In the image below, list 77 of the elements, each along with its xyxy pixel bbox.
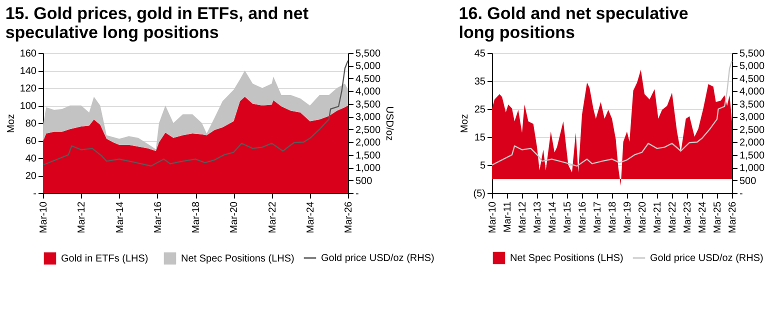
x-tick-label: Mar-22 xyxy=(668,201,678,234)
x-tick-label: Mar-20 xyxy=(229,201,240,234)
x-tick-label: Mar-21 xyxy=(652,201,664,234)
y2-tick-label: 5,500 xyxy=(740,48,765,60)
x-tick-label: Mar-24 xyxy=(698,201,709,234)
y-tick-label: 5 xyxy=(480,160,486,172)
y2-tick-label: - xyxy=(356,188,359,200)
chart-title: 16. Gold and net speculative long positions xyxy=(458,4,688,42)
x-tick-label: Mar-18 xyxy=(608,201,618,234)
x-tick-label: Mar-14 xyxy=(114,201,126,234)
y-tick-label: 35 xyxy=(474,76,486,88)
y2-tick-label: 500 xyxy=(740,176,757,187)
y2-tick-label: 3,000 xyxy=(740,112,765,124)
y2-tick-label: 2,000 xyxy=(740,138,765,149)
y2-tick-label: 3,500 xyxy=(356,99,381,110)
legend-label: Gold in ETFs (LHS) xyxy=(61,253,148,264)
y-tick-label: 60 xyxy=(25,136,37,147)
y-tick-label: 25 xyxy=(474,104,486,116)
x-tick-label: Mar-12 xyxy=(76,201,88,234)
y-tick-label: 80 xyxy=(25,118,37,130)
y2-tick-label: 3,000 xyxy=(356,112,381,124)
y2-tick-label: 1,000 xyxy=(740,163,765,174)
x-tick-label: Mar-12 xyxy=(518,201,529,234)
x-tick-label: Mar-14 xyxy=(548,201,558,234)
y-tick-label: 120 xyxy=(20,84,37,94)
y2-tick-label: 1,500 xyxy=(740,150,765,162)
y2-tick-label: 4,000 xyxy=(740,86,765,98)
x-tick-label: Mar-26 xyxy=(728,201,738,234)
y-tick-label: 160 xyxy=(20,48,37,60)
y-tick-label: 100 xyxy=(20,101,37,112)
y2-tick-label: 3,500 xyxy=(740,99,765,110)
y2-tick-label: 4,500 xyxy=(356,74,381,85)
y2-tick-label: 5,000 xyxy=(356,61,381,72)
y-tick-label: 15 xyxy=(474,132,486,144)
y-axis-title: Moz xyxy=(459,114,470,133)
legend-label: Net Spec Positions (LHS) xyxy=(510,253,624,264)
y2-tick-label: 1,500 xyxy=(356,150,381,162)
line-series xyxy=(491,60,733,167)
x-tick-label: Mar-18 xyxy=(191,201,202,234)
y-tick-label: 20 xyxy=(25,171,37,182)
y2-tick-label: 500 xyxy=(356,176,373,187)
y-tick-label: - xyxy=(33,188,36,200)
y-tick-label: 45 xyxy=(474,48,486,60)
x-tick-label: Mar-17 xyxy=(592,201,604,234)
y2-axis-title: USD/oz xyxy=(384,106,395,141)
x-tick-label: Mar-16 xyxy=(152,201,164,234)
y2-tick-label: 4,500 xyxy=(740,74,765,85)
y-tick-label: 140 xyxy=(20,66,37,77)
chart-title: 15. Gold prices, gold in ETFs, and net speculative long positions xyxy=(5,4,309,42)
x-tick-label: Mar-23 xyxy=(682,201,694,234)
y2-tick-label: 2,500 xyxy=(740,124,765,136)
x-tick-label: Mar-20 xyxy=(638,201,649,234)
x-tick-label: Mar-16 xyxy=(578,201,589,234)
y2-tick-label: - xyxy=(740,188,743,200)
y2-tick-label: 5,000 xyxy=(740,61,765,72)
y2-tick-label: 5,500 xyxy=(356,48,381,60)
legend-label: Net Spec Positions (LHS) xyxy=(181,253,294,264)
x-tick-label: Mar-26 xyxy=(344,201,354,234)
x-tick-label: Mar-22 xyxy=(267,201,278,234)
x-tick-label: Mar-10 xyxy=(38,201,50,234)
x-tick-label: Mar-10 xyxy=(488,201,498,234)
x-tick-label: Mar-24 xyxy=(305,201,316,234)
y2-tick-label: 2,500 xyxy=(356,124,381,136)
x-tick-label: Mar-19 xyxy=(622,201,634,234)
x-tick-label: Mar-25 xyxy=(712,201,724,234)
y-tick-label: 40 xyxy=(25,154,37,164)
y2-tick-label: 1,000 xyxy=(356,163,381,174)
y2-tick-label: 2,000 xyxy=(356,138,381,149)
x-tick-label: Mar-13 xyxy=(532,201,544,234)
y-tick-label: (5) xyxy=(473,188,486,200)
legend-label: Gold price USD/oz (RHS) xyxy=(650,253,764,264)
x-tick-label: Mar-15 xyxy=(562,201,574,234)
y-axis-title: Moz xyxy=(6,114,17,133)
line-series xyxy=(42,60,349,167)
legend-label: Gold price USD/oz (RHS) xyxy=(321,253,434,264)
y2-tick-label: 4,000 xyxy=(356,86,381,98)
x-tick-label: Mar-11 xyxy=(502,201,514,232)
